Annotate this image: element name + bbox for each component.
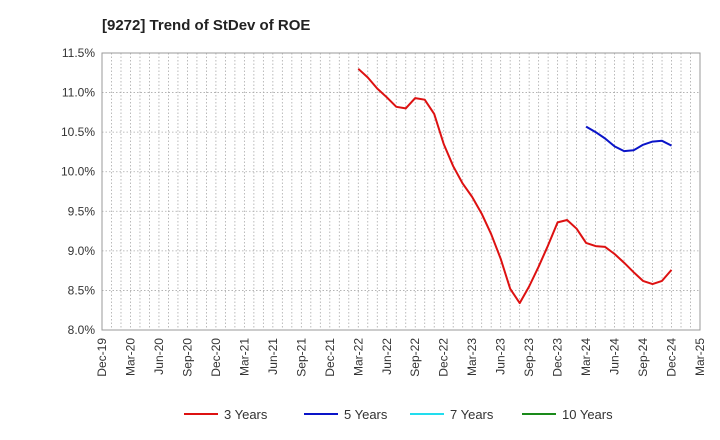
chart-title: [9272] Trend of StDev of ROE — [102, 17, 310, 34]
y-tick-label: 11.5% — [62, 46, 95, 60]
y-tick-label: 10.5% — [61, 125, 95, 139]
x-tick-label: Sep-20 — [180, 338, 194, 377]
x-tick-label: Mar-21 — [237, 338, 251, 376]
x-tick-label: Sep-23 — [522, 338, 536, 377]
y-tick-label: 9.5% — [68, 204, 96, 218]
series-line-5-years — [585, 125, 672, 153]
plot-frame — [101, 52, 701, 331]
y-tick-label: 11.0% — [62, 86, 95, 100]
x-tick-label: Mar-25 — [693, 338, 707, 376]
x-tick-label: Jun-22 — [380, 338, 394, 375]
series-lines — [357, 68, 673, 305]
y-axis-ticks: 8.0% 8.5% 9.0% 9.5% 10.0% 10.5% 11.0% 11.5% — [61, 46, 95, 337]
x-tick-label: Sep-22 — [408, 338, 422, 377]
y-tick-label: 9.0% — [68, 244, 96, 258]
x-tick-label: Sep-24 — [636, 338, 650, 377]
x-tick-label: Dec-21 — [323, 338, 337, 377]
x-tick-label: Jun-20 — [152, 338, 166, 375]
x-tick-label: Dec-19 — [95, 338, 109, 377]
x-tick-label: Sep-21 — [294, 338, 308, 377]
x-tick-label: Mar-20 — [123, 338, 137, 376]
y-tick-label: 8.5% — [68, 283, 96, 297]
x-axis-ticks: Dec-19 Mar-20 Jun-20 Sep-20 Dec-20 Mar-21 Jun-… — [95, 338, 707, 377]
series-line-3-years — [357, 68, 673, 305]
legend-label-5-years: 5 Years — [344, 407, 388, 422]
x-tick-label: Dec-24 — [665, 338, 679, 377]
x-tick-label: Jun-24 — [608, 338, 622, 375]
y-tick-label: 10.0% — [61, 165, 95, 179]
x-tick-label: Dec-20 — [209, 338, 223, 377]
y-tick-label: 8.0% — [68, 323, 96, 337]
legend: 3 Years 5 Years 7 Years 10 Years — [184, 407, 613, 422]
legend-label-7-years: 7 Years — [450, 407, 494, 422]
legend-label-3-years: 3 Years — [224, 407, 268, 422]
grid — [101, 52, 701, 331]
x-tick-label: Mar-24 — [579, 338, 593, 376]
x-tick-label: Jun-21 — [266, 338, 280, 375]
x-tick-label: Dec-22 — [437, 338, 451, 377]
x-tick-label: Jun-23 — [494, 338, 508, 375]
x-tick-label: Mar-23 — [465, 338, 479, 376]
legend-label-10-years: 10 Years — [562, 407, 613, 422]
x-tick-label: Dec-23 — [551, 338, 565, 377]
x-tick-label: Mar-22 — [351, 338, 365, 376]
